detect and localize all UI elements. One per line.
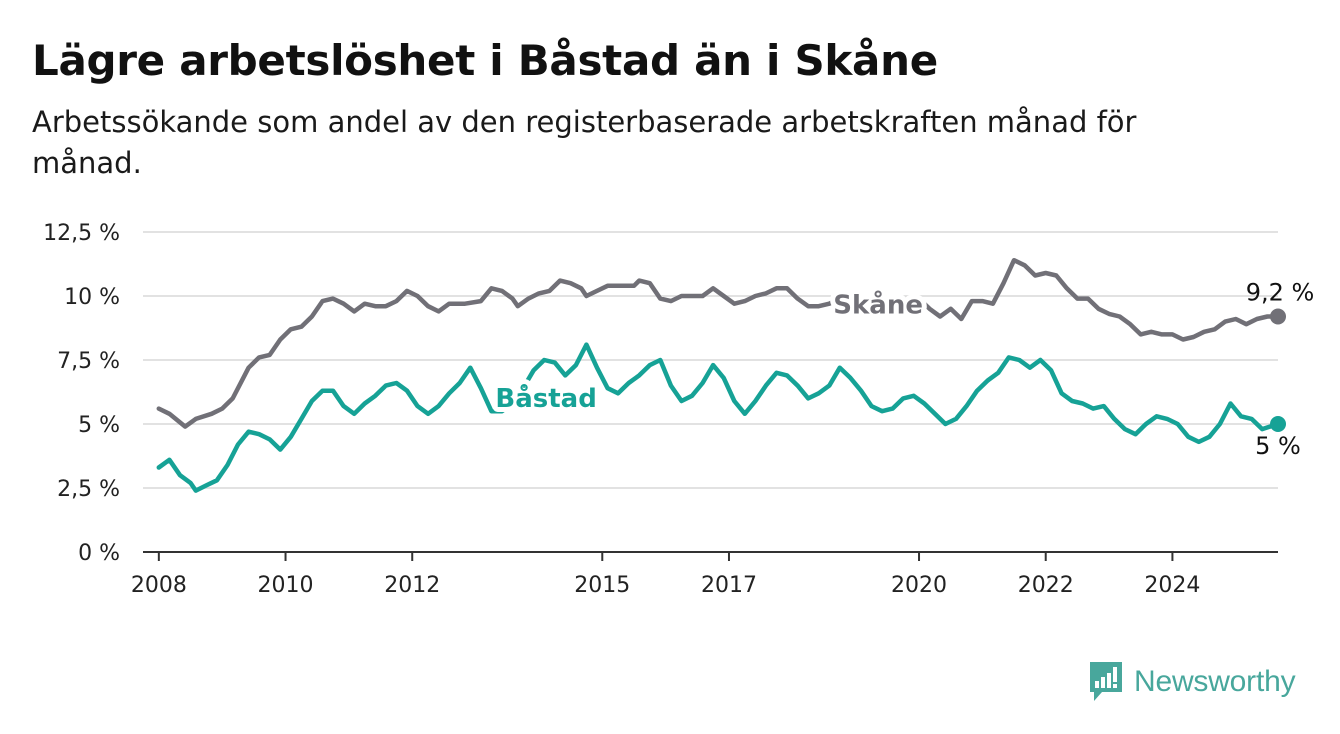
brand-name: Newsworthy xyxy=(1134,665,1296,698)
series-end-label: 5 % xyxy=(1255,432,1301,460)
x-tick-label: 2017 xyxy=(701,573,757,598)
series-end-point xyxy=(1270,416,1286,432)
y-tick-label: 10 % xyxy=(64,285,120,310)
series-end-label: 9,2 % xyxy=(1246,278,1315,306)
x-tick-label: 2020 xyxy=(891,573,947,598)
x-tick-label: 2010 xyxy=(258,573,314,598)
series-line-bastad xyxy=(156,342,1281,493)
series-line-skane xyxy=(156,257,1281,429)
y-tick-label: 5 % xyxy=(78,413,120,438)
newsworthy-logo-icon xyxy=(1090,662,1122,701)
y-tick-label: 0 % xyxy=(78,541,120,566)
label-layer: 9,2 % Skåne 5 % Båstad xyxy=(490,278,1315,460)
x-tick-label: 2022 xyxy=(1018,573,1074,598)
x-axis: 0 % 2,5 % 5 % 7,5 % 10 % 12,5 % 2008 2010 2012 20… xyxy=(43,221,1278,598)
x-tick-label: 2015 xyxy=(574,573,630,598)
y-tick-label: 2,5 % xyxy=(57,477,120,502)
x-tick-label: 2012 xyxy=(384,573,440,598)
chart-subtitle: Arbetssökande som andel av den registerb… xyxy=(32,105,1137,180)
x-tick-label: 2024 xyxy=(1144,573,1200,598)
brand-logo: Newsworthy xyxy=(1088,660,1296,704)
chart-title: Lägre arbetslöshet i Båstad än i Skåne xyxy=(32,36,938,85)
series-end-point xyxy=(1270,308,1286,325)
y-tick-label: 12,5 % xyxy=(43,221,120,246)
series-name-label: Båstad xyxy=(495,382,596,414)
grid-layer xyxy=(143,231,1278,489)
series-layer xyxy=(156,257,1286,493)
series-name-label: Skåne xyxy=(833,289,923,321)
y-tick-label: 7,5 % xyxy=(57,349,120,374)
x-tick-label: 2008 xyxy=(131,573,187,598)
